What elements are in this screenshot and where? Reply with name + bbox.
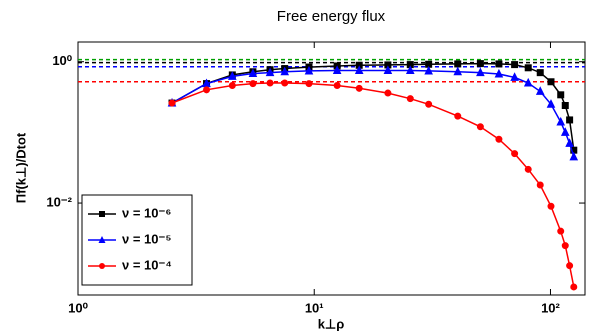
marker	[405, 65, 415, 75]
marker	[281, 79, 289, 87]
marker	[354, 65, 364, 75]
marker	[476, 123, 484, 131]
marker	[523, 77, 533, 87]
marker	[569, 151, 579, 161]
marker	[524, 165, 532, 173]
marker	[425, 100, 433, 108]
marker	[546, 99, 556, 108]
marker	[476, 67, 485, 77]
marker	[228, 82, 236, 90]
marker	[280, 66, 290, 76]
marker	[454, 112, 462, 120]
marker	[524, 64, 532, 72]
marker	[424, 65, 433, 75]
marker	[304, 65, 314, 75]
marker	[556, 116, 566, 126]
marker	[168, 99, 176, 107]
marker	[557, 91, 565, 99]
marker	[561, 102, 569, 110]
marker	[203, 86, 211, 94]
marker	[248, 68, 258, 78]
legend-marker	[99, 263, 105, 269]
marker	[566, 116, 574, 124]
series-line	[171, 82, 575, 288]
marker	[536, 181, 544, 189]
x-tick-label: 10¹	[305, 300, 324, 315]
marker	[406, 95, 414, 103]
marker	[511, 61, 519, 69]
marker	[570, 283, 578, 291]
marker	[547, 78, 555, 86]
marker	[535, 86, 545, 95]
y-axis-label: Πf(k⊥)/Dtot	[13, 132, 28, 203]
y-tick-label: 10⁰	[52, 53, 72, 68]
marker	[476, 60, 484, 68]
marker	[454, 60, 462, 68]
legend-marker	[98, 236, 106, 243]
marker	[453, 66, 463, 76]
legend-label: ν = 10⁻⁶	[122, 205, 171, 220]
legend-marker	[99, 211, 105, 217]
marker	[383, 65, 393, 75]
legend-label: ν = 10⁻⁵	[122, 231, 171, 246]
marker	[565, 138, 574, 147]
marker	[510, 72, 519, 81]
marker	[265, 67, 275, 77]
marker	[566, 262, 574, 270]
marker	[495, 60, 503, 68]
legend-label: ν = 10⁻⁴	[122, 257, 172, 272]
x-axis-label: k⊥ρ	[318, 316, 345, 331]
marker	[228, 71, 237, 80]
marker	[333, 82, 341, 90]
marker	[305, 80, 313, 88]
plot-frame	[77, 41, 586, 296]
marker	[249, 80, 257, 88]
chart-title: Free energy flux	[277, 8, 386, 25]
marker	[547, 202, 555, 210]
marker	[495, 135, 503, 143]
marker	[511, 150, 519, 158]
legend: ν = 10⁻⁶ ν = 10⁻⁵ ν = 10⁻⁴	[81, 194, 193, 286]
marker	[494, 68, 504, 78]
x-tick-label: 10⁰	[68, 300, 88, 315]
marker	[557, 227, 565, 235]
marker	[384, 89, 392, 97]
y-tick-label: 10⁻²	[46, 194, 72, 209]
x-tick-label: 10²	[541, 300, 560, 315]
marker	[560, 127, 570, 136]
marker	[536, 69, 544, 77]
marker	[355, 84, 363, 92]
marker	[561, 242, 569, 250]
marker	[266, 79, 274, 87]
marker	[332, 65, 342, 75]
